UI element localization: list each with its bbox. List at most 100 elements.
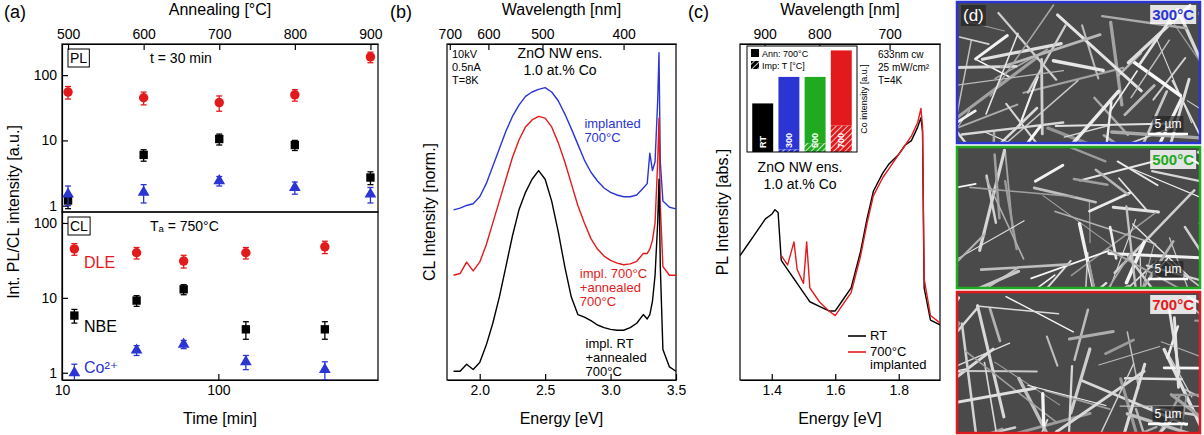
axis-title: PL Intensity [abs.] bbox=[714, 149, 731, 276]
category-label: 500 bbox=[810, 133, 820, 148]
tick: 700 bbox=[439, 26, 463, 50]
tick-mark bbox=[62, 223, 68, 224]
texture bbox=[1074, 179, 1107, 185]
texture bbox=[1080, 162, 1153, 181]
marker bbox=[365, 187, 377, 197]
texture bbox=[1164, 366, 1200, 369]
subtitle: Tₐ = 750°C bbox=[150, 218, 219, 234]
legend-entry: RT bbox=[870, 328, 887, 343]
error-cap bbox=[243, 339, 249, 340]
tick-label: 1.6 bbox=[826, 382, 846, 398]
annotation: T=8K bbox=[452, 74, 479, 86]
axis: 110100 bbox=[34, 213, 68, 381]
marker bbox=[63, 87, 72, 96]
texture bbox=[984, 132, 1068, 143]
title-box bbox=[68, 217, 90, 235]
error-cap bbox=[141, 91, 147, 92]
scale-bar-label: 5 µm bbox=[1155, 117, 1182, 131]
error-cap bbox=[181, 284, 187, 285]
marks bbox=[752, 50, 852, 152]
title-box bbox=[68, 49, 89, 67]
texture bbox=[957, 111, 975, 143]
axis-line bbox=[62, 45, 63, 213]
label-patch bbox=[961, 5, 986, 26]
tick: 100 bbox=[34, 67, 68, 83]
axis: 10100 bbox=[55, 374, 379, 398]
tick-label: 100 bbox=[34, 215, 58, 231]
texture bbox=[962, 123, 1063, 135]
axis-title: Wavelength [nm] bbox=[780, 1, 899, 18]
marker bbox=[138, 186, 150, 196]
tick: 500 bbox=[57, 26, 81, 50]
marker bbox=[213, 174, 225, 184]
line bbox=[454, 116, 676, 275]
axis-title: Wavelength [nm] bbox=[502, 1, 621, 18]
plot-frame bbox=[62, 212, 378, 380]
tick: 400 bbox=[612, 26, 636, 50]
marker bbox=[139, 151, 147, 159]
tick: 10 bbox=[41, 132, 68, 148]
error-cap bbox=[71, 364, 77, 365]
texture bbox=[1125, 85, 1154, 114]
error-cap bbox=[71, 322, 77, 323]
texture bbox=[1173, 394, 1200, 396]
image-panel: 700°C5 µm bbox=[892, 292, 1204, 435]
error-cap bbox=[65, 208, 71, 209]
panel: 1.41.61.8900800700RT700°C implanted633nm… bbox=[688, 1, 941, 427]
category-label: 300 bbox=[784, 133, 794, 148]
marker bbox=[366, 52, 375, 61]
texture bbox=[957, 221, 1024, 267]
image-background bbox=[957, 2, 1200, 143]
texture bbox=[977, 306, 1003, 417]
axis-line bbox=[62, 213, 63, 381]
error-cap bbox=[134, 295, 140, 296]
texture bbox=[1161, 342, 1200, 358]
tick-label: 700 bbox=[878, 26, 902, 42]
image-texture bbox=[957, 5, 1200, 143]
panel: 500600700800900110100PLt = 30 minAnneali… bbox=[4, 1, 383, 299]
marker bbox=[70, 244, 79, 253]
plot-frame bbox=[747, 46, 857, 152]
legend-swatch bbox=[848, 351, 866, 353]
text-line: impl. RT bbox=[586, 336, 638, 351]
error-cap bbox=[181, 294, 187, 295]
annotation: 1.0 at.% Co bbox=[763, 176, 836, 192]
texture bbox=[957, 41, 971, 115]
legend-swatch bbox=[848, 335, 866, 337]
tick-label: 100 bbox=[207, 382, 231, 398]
texture bbox=[957, 349, 993, 402]
tick-mark bbox=[623, 44, 624, 50]
texture bbox=[957, 71, 1063, 87]
marker bbox=[215, 135, 223, 143]
error-cap bbox=[71, 309, 77, 310]
series-label: impl. RT +annealed 700°C bbox=[586, 336, 651, 379]
legend-entry: Imp: T [°C] bbox=[762, 61, 805, 71]
marker bbox=[321, 325, 329, 333]
texture bbox=[1099, 347, 1160, 365]
texture bbox=[1070, 147, 1105, 161]
tick-label: 3.0 bbox=[601, 382, 621, 398]
line bbox=[454, 171, 676, 372]
scale-bar-label: 5 µm bbox=[1155, 407, 1182, 421]
tick: 600 bbox=[132, 26, 156, 50]
texture bbox=[970, 187, 1075, 196]
annotation: 10kV bbox=[452, 48, 478, 60]
marker bbox=[366, 173, 374, 181]
tick-label: 1.8 bbox=[889, 382, 909, 398]
texture bbox=[1057, 15, 1141, 91]
tick-label: 800 bbox=[808, 26, 832, 42]
texture bbox=[1119, 178, 1147, 210]
texture bbox=[990, 309, 1000, 341]
axis-line bbox=[63, 44, 379, 45]
legend-swatch bbox=[751, 49, 759, 57]
error-cap bbox=[243, 321, 249, 322]
error-cap bbox=[141, 184, 147, 185]
tick-label: 600 bbox=[132, 26, 156, 42]
texture bbox=[1187, 101, 1200, 122]
annotation: T=4K bbox=[878, 75, 903, 86]
error-cap bbox=[181, 267, 187, 268]
panel-letter: (b) bbox=[390, 2, 412, 22]
series bbox=[68, 337, 330, 380]
tick-mark bbox=[835, 374, 836, 380]
category-label: 700 bbox=[836, 133, 846, 148]
